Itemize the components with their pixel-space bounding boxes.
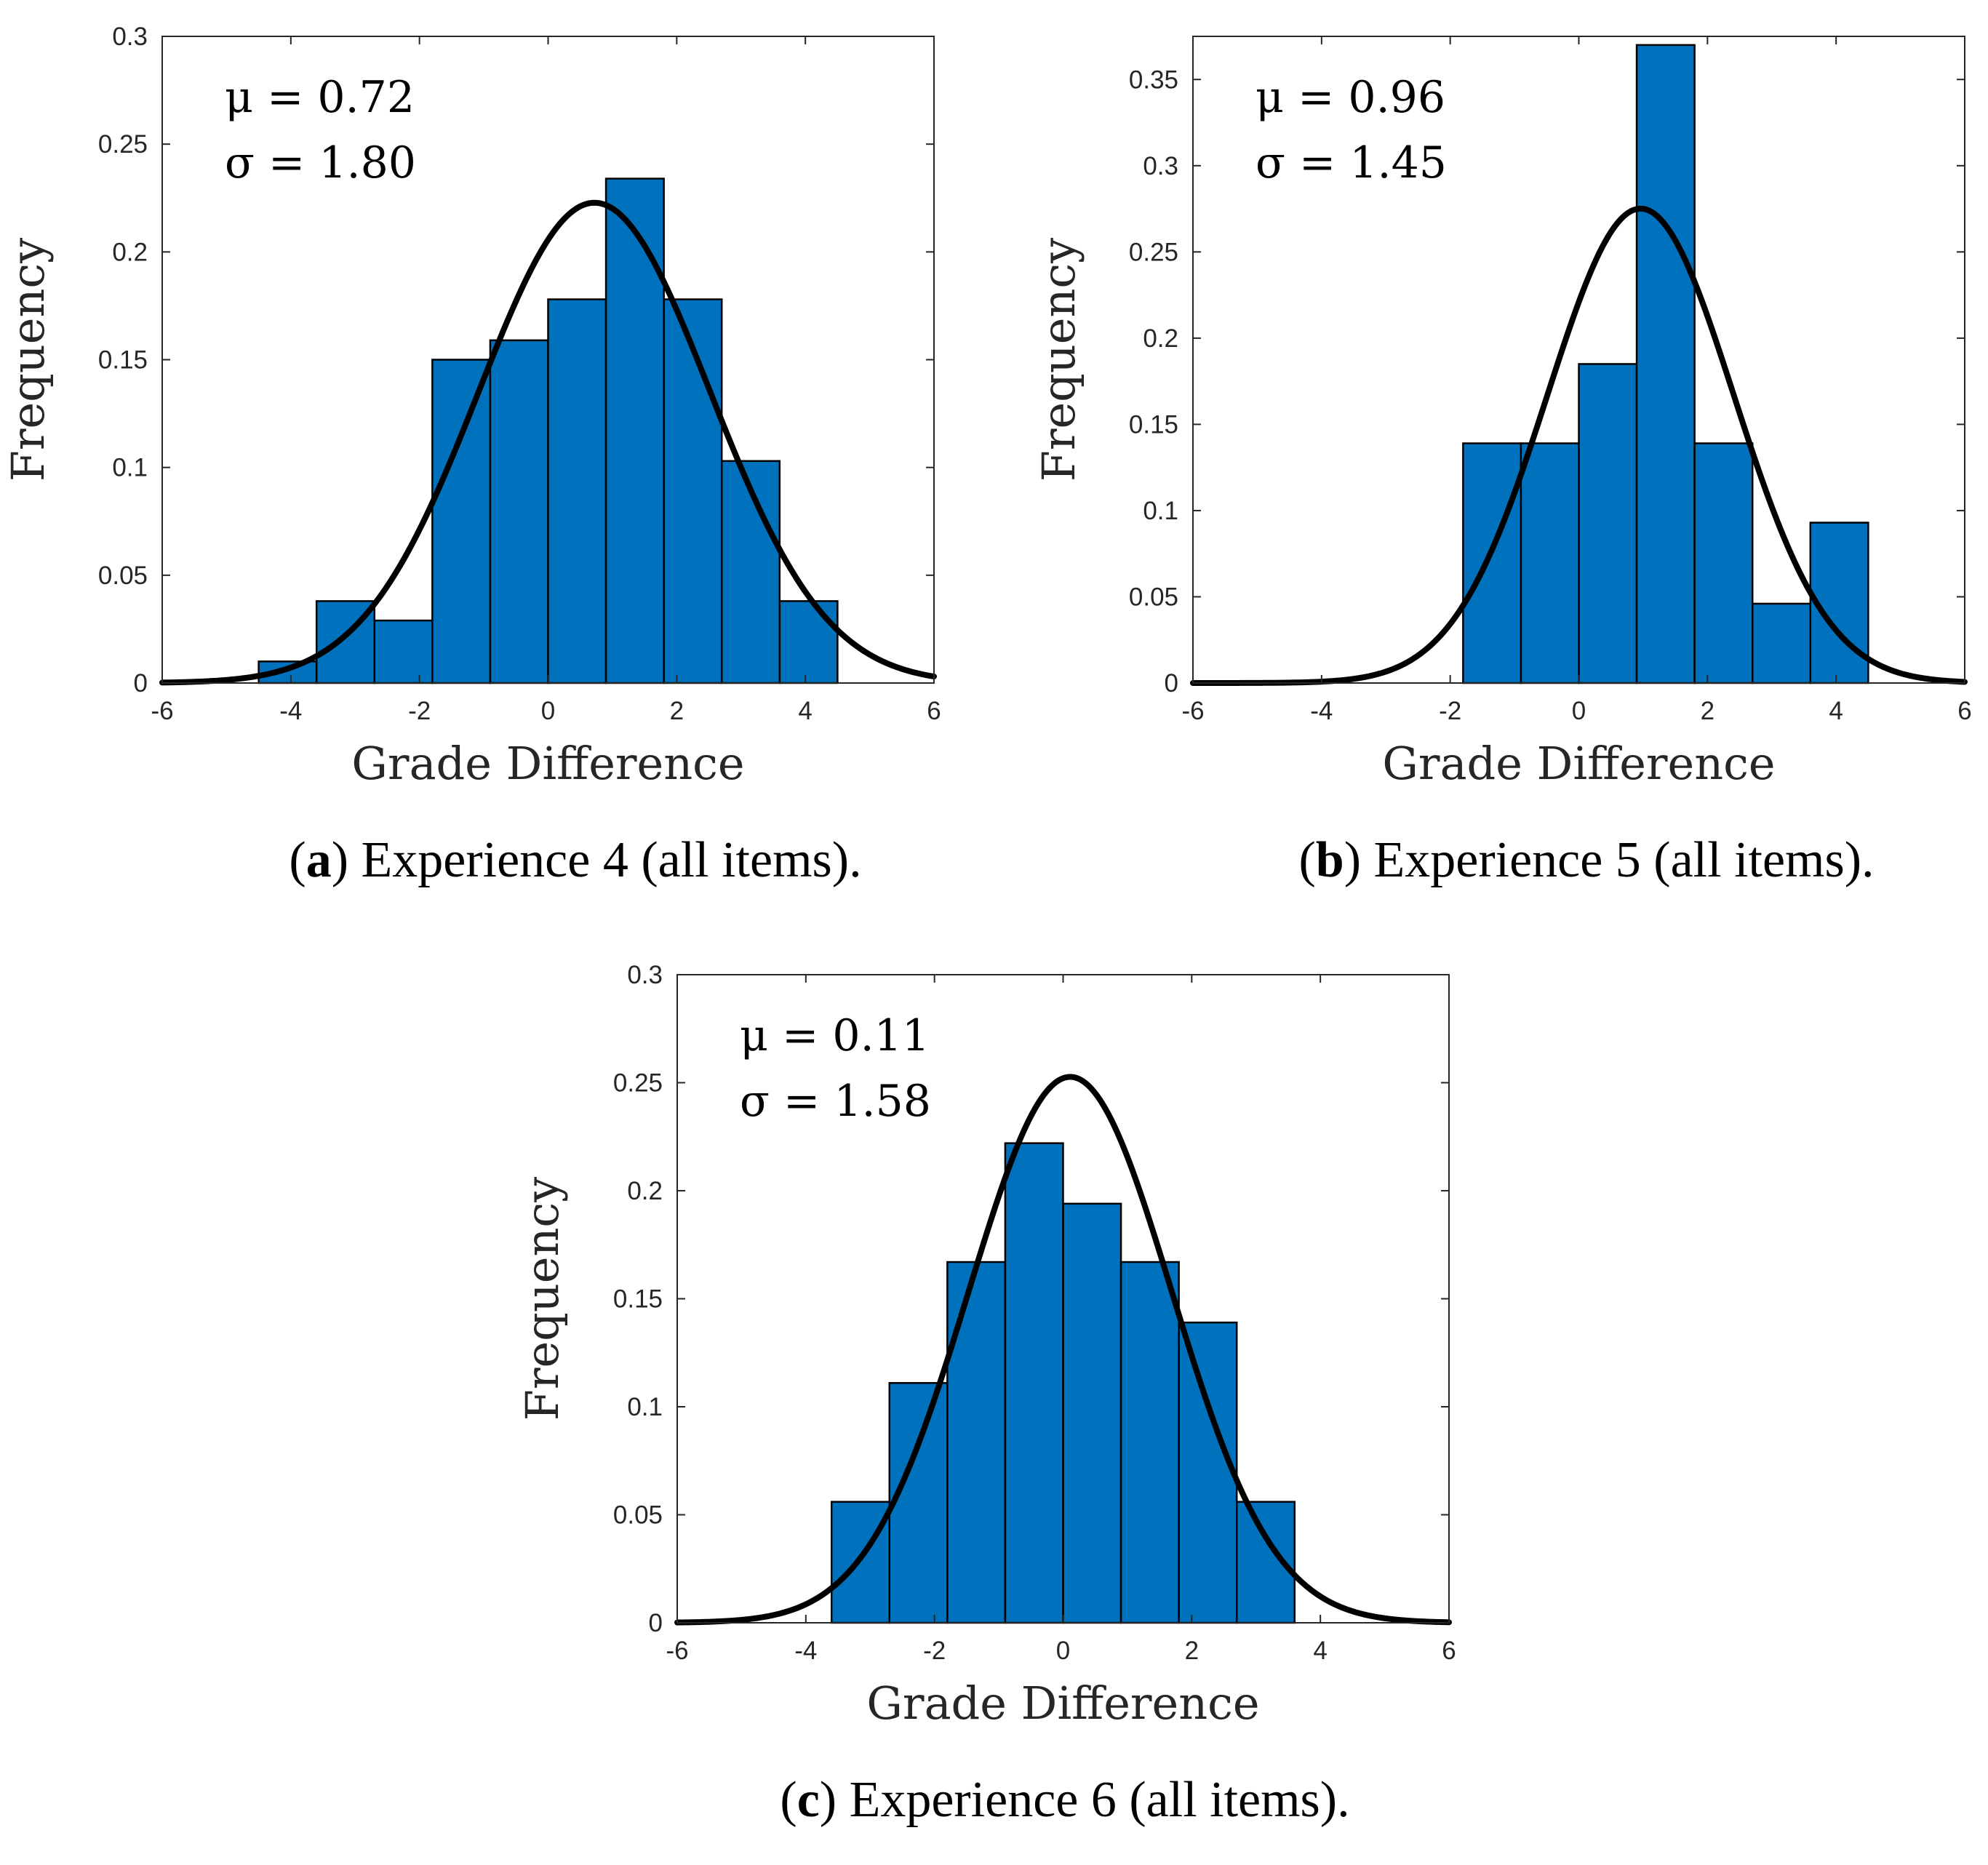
y-tick-label: 0.05 xyxy=(98,562,148,590)
x-tick-label: 6 xyxy=(1442,1637,1456,1665)
y-tick-label: 0 xyxy=(1165,669,1178,698)
x-tick-label: -2 xyxy=(1439,697,1461,725)
chart-c: -6 -4 -2 0 2 4 6 0 0.05 0.1 0.15 0.2 0.25 0.3 Grade Di… xyxy=(516,961,1456,1828)
x-tick-label: 4 xyxy=(1829,697,1843,725)
y-tick-label: 0.1 xyxy=(627,1393,663,1421)
histogram-bar xyxy=(547,298,607,684)
histogram-bar xyxy=(1578,363,1638,684)
y-tick-label: 0.3 xyxy=(1143,152,1178,180)
y-tick-label: 0.25 xyxy=(613,1069,663,1098)
x-tick-label: -4 xyxy=(1310,697,1333,725)
x-tick-label: -6 xyxy=(1181,697,1204,725)
caption-letter: b xyxy=(1316,832,1344,888)
histogram-bar xyxy=(431,359,492,684)
histogram-bars xyxy=(258,177,839,684)
y-tick-label: 0.35 xyxy=(1129,65,1178,94)
histogram-bar xyxy=(1004,1142,1064,1624)
sigma-annotation: σ = 1.45 xyxy=(1256,137,1447,188)
chart-a: -6 -4 -2 0 2 4 6 0 0.05 0.1 0.15 0.2 0.25 0.3 Grade Di… xyxy=(1,23,941,888)
histogram-bar xyxy=(888,1382,949,1624)
y-axis-label: Frequency xyxy=(1032,238,1085,482)
x-tick-label: 2 xyxy=(670,697,684,725)
y-tick-label: 0.1 xyxy=(1143,497,1178,525)
x-tick-label: -6 xyxy=(666,1637,688,1665)
x-tick-label: -4 xyxy=(794,1637,817,1665)
x-tick-label: -2 xyxy=(408,697,431,725)
histogram-bar xyxy=(1119,1261,1180,1624)
x-axis-label: Grade Difference xyxy=(351,737,744,790)
x-tick-label: 2 xyxy=(1185,1637,1199,1665)
normal-fit-curve xyxy=(674,1074,1452,1626)
y-tick-label: 0.15 xyxy=(98,346,148,375)
y-tick-label: 0.2 xyxy=(627,1177,663,1205)
histogram-bars xyxy=(830,1142,1296,1624)
x-axis: -6 -4 -2 0 2 4 6 xyxy=(1181,36,1972,725)
normal-fit-curve xyxy=(159,199,937,686)
y-tick-label: 0.3 xyxy=(112,23,148,51)
y-tick-label: 0 xyxy=(649,1609,663,1637)
y-axis-label: Frequency xyxy=(1,238,55,482)
x-tick-label: -2 xyxy=(923,1637,946,1665)
histogram-bars xyxy=(1462,44,1869,684)
chart-b: -6 -4 -2 0 2 4 6 0 0.05 0.1 0.15 0.2 0.25 0.3 0.35 Grad… xyxy=(1032,36,1972,888)
x-tick-label: -4 xyxy=(279,697,302,725)
y-tick-label: 0.2 xyxy=(1143,324,1178,353)
histogram-bar xyxy=(663,298,723,684)
sigma-annotation: σ = 1.58 xyxy=(740,1076,931,1127)
y-tick-label: 0.05 xyxy=(1129,583,1178,611)
caption: (c) Experience 6 (all items). xyxy=(780,1772,1349,1828)
caption: (a) Experience 4 (all items). xyxy=(289,832,861,888)
y-tick-label: 0.25 xyxy=(98,130,148,159)
y-axis-label: Frequency xyxy=(516,1177,569,1421)
y-tick-label: 0.15 xyxy=(613,1285,663,1314)
y-axis: 0 0.05 0.1 0.15 0.2 0.25 0.3 0.35 xyxy=(1129,65,1965,698)
x-tick-label: 4 xyxy=(1313,1637,1327,1665)
x-axis-label: Grade Difference xyxy=(1382,737,1775,790)
x-tick-label: 0 xyxy=(1056,1637,1070,1665)
histogram-bar xyxy=(604,177,665,684)
histogram-bar xyxy=(1178,1321,1238,1624)
histogram-bar xyxy=(1520,442,1580,684)
x-tick-label: 4 xyxy=(798,697,812,725)
sigma-annotation: σ = 1.80 xyxy=(225,137,416,188)
x-tick-label: 0 xyxy=(541,697,555,725)
histogram-bar xyxy=(946,1261,1007,1624)
histogram-bar xyxy=(1693,442,1754,684)
mu-annotation: μ = 0.11 xyxy=(740,1010,930,1061)
x-axis: -6 -4 -2 0 2 4 6 xyxy=(151,36,941,725)
x-axis-label: Grade Difference xyxy=(866,1677,1259,1730)
caption: (b) Experience 5 (all items). xyxy=(1298,832,1874,888)
y-tick-label: 0.05 xyxy=(613,1501,663,1530)
y-tick-label: 0.2 xyxy=(112,238,148,266)
histogram-bar xyxy=(1635,44,1696,684)
x-axis: -6 -4 -2 0 2 4 6 xyxy=(666,975,1456,1665)
mu-annotation: μ = 0.72 xyxy=(225,72,415,123)
y-tick-label: 0.25 xyxy=(1129,238,1178,266)
x-tick-label: 0 xyxy=(1572,697,1586,725)
y-axis: 0 0.05 0.1 0.15 0.2 0.25 0.3 xyxy=(613,961,1449,1637)
histogram-bar xyxy=(778,600,839,684)
caption-letter: c xyxy=(797,1772,820,1828)
mu-annotation: μ = 0.96 xyxy=(1256,72,1445,123)
x-tick-label: -6 xyxy=(151,697,173,725)
histogram-bar xyxy=(373,619,434,684)
y-tick-label: 0 xyxy=(134,669,148,698)
y-tick-label: 0.1 xyxy=(112,454,148,482)
x-tick-label: 6 xyxy=(927,697,941,725)
caption-letter: a xyxy=(306,832,332,888)
x-tick-label: 6 xyxy=(1957,697,1971,725)
x-tick-label: 2 xyxy=(1701,697,1714,725)
histogram-bar xyxy=(720,460,781,684)
histogram-bar xyxy=(1751,602,1812,684)
y-tick-label: 0.15 xyxy=(1129,410,1178,439)
y-axis: 0 0.05 0.1 0.15 0.2 0.25 0.3 xyxy=(98,23,934,698)
histogram-bar xyxy=(489,339,549,684)
histogram-bar xyxy=(1062,1202,1122,1624)
histogram-bar xyxy=(1462,442,1522,684)
y-tick-label: 0.3 xyxy=(627,961,663,989)
